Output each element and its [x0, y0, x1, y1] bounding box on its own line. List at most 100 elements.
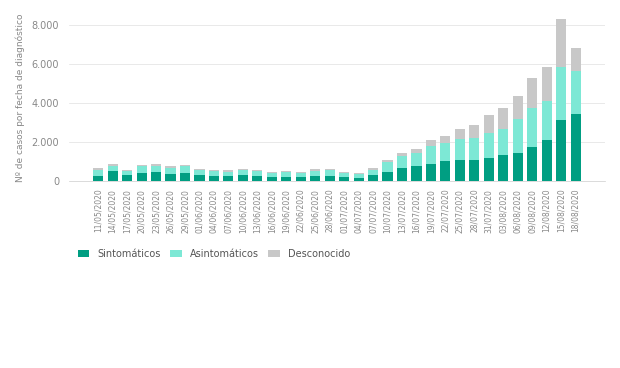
Bar [223, 170, 234, 171]
Bar [267, 173, 277, 177]
Bar [556, 19, 566, 67]
Bar [440, 136, 451, 143]
Bar [281, 171, 291, 173]
Bar [238, 175, 248, 181]
Bar [455, 139, 465, 160]
Bar [136, 173, 147, 181]
Bar [209, 176, 219, 181]
Bar [339, 177, 349, 181]
Y-axis label: Nº de casos por fecha de diagnóstico: Nº de casos por fecha de diagnóstico [15, 14, 25, 182]
Bar [209, 171, 219, 176]
Bar [136, 165, 147, 166]
Bar [108, 166, 118, 171]
Bar [412, 166, 422, 181]
Bar [556, 67, 566, 120]
Bar [498, 108, 508, 128]
Bar [353, 173, 364, 174]
Bar [455, 129, 465, 139]
Bar [93, 167, 104, 170]
Bar [122, 175, 132, 181]
Bar [223, 176, 234, 181]
Bar [440, 161, 451, 181]
Bar [108, 164, 118, 166]
Bar [542, 140, 552, 181]
Bar [412, 149, 422, 153]
Bar [136, 166, 147, 173]
Bar [310, 176, 321, 181]
Bar [195, 175, 205, 181]
Bar [325, 169, 335, 170]
Bar [325, 170, 335, 176]
Bar [440, 143, 451, 161]
Bar [281, 177, 291, 181]
Bar [166, 167, 175, 174]
Bar [455, 160, 465, 181]
Bar [195, 169, 205, 170]
Bar [238, 169, 248, 170]
Bar [223, 171, 234, 176]
Bar [469, 138, 479, 160]
Bar [542, 67, 552, 101]
Bar [513, 153, 523, 181]
Bar [383, 162, 392, 172]
Bar [296, 173, 306, 177]
Bar [426, 141, 436, 146]
Bar [527, 108, 538, 147]
Bar [469, 160, 479, 181]
Bar [252, 176, 262, 181]
Bar [469, 125, 479, 138]
Bar [426, 146, 436, 164]
Bar [310, 171, 321, 176]
Bar [513, 96, 523, 119]
Legend: Sintomáticos, Asintomáticos, Desconocido: Sintomáticos, Asintomáticos, Desconocido [74, 245, 354, 263]
Bar [209, 170, 219, 171]
Bar [353, 178, 364, 181]
Bar [93, 176, 104, 181]
Bar [310, 169, 321, 171]
Bar [527, 78, 538, 108]
Bar [281, 173, 291, 177]
Bar [151, 166, 161, 172]
Bar [397, 153, 407, 156]
Bar [397, 167, 407, 181]
Bar [542, 101, 552, 140]
Bar [108, 171, 118, 181]
Bar [195, 170, 205, 175]
Bar [412, 153, 422, 166]
Bar [383, 172, 392, 181]
Bar [166, 166, 175, 167]
Bar [484, 132, 494, 158]
Bar [252, 170, 262, 171]
Bar [556, 120, 566, 181]
Bar [368, 170, 378, 176]
Bar [498, 155, 508, 181]
Bar [570, 114, 580, 181]
Bar [426, 164, 436, 181]
Bar [151, 172, 161, 181]
Bar [570, 48, 580, 71]
Bar [122, 171, 132, 175]
Bar [180, 173, 190, 181]
Bar [122, 170, 132, 171]
Bar [180, 165, 190, 166]
Bar [296, 177, 306, 181]
Bar [166, 174, 175, 181]
Bar [93, 170, 104, 176]
Bar [484, 158, 494, 181]
Bar [151, 164, 161, 166]
Bar [296, 172, 306, 173]
Bar [397, 156, 407, 167]
Bar [325, 176, 335, 181]
Bar [252, 171, 262, 176]
Bar [238, 170, 248, 175]
Bar [527, 147, 538, 181]
Bar [498, 128, 508, 155]
Bar [267, 177, 277, 181]
Bar [484, 115, 494, 132]
Bar [353, 174, 364, 178]
Bar [368, 169, 378, 170]
Bar [513, 119, 523, 153]
Bar [368, 176, 378, 181]
Bar [339, 173, 349, 177]
Bar [180, 166, 190, 173]
